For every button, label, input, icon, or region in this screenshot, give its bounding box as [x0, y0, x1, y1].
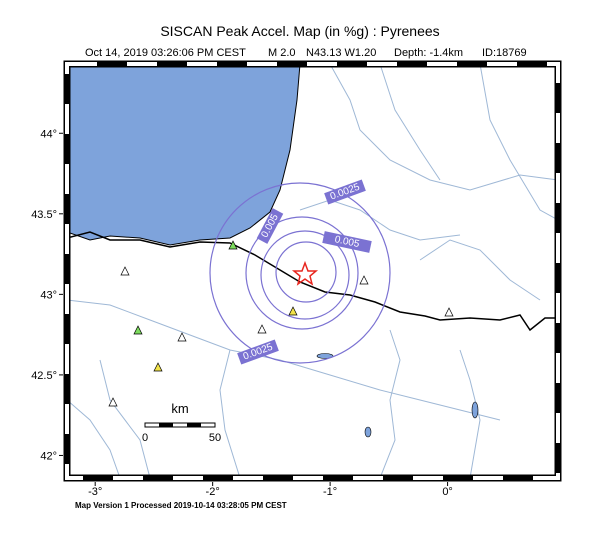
- contour-label-text: 0.005: [334, 234, 361, 250]
- map-area: 0.0025 0.005 0.005 0.0025 km 0 50: [67, 64, 558, 478]
- x-tick-label: -3°: [88, 486, 102, 498]
- event-id: ID:18769: [482, 47, 527, 59]
- contour-label: 0.005: [322, 231, 372, 253]
- lakes: [316, 353, 479, 438]
- rivers: [67, 64, 558, 478]
- footer: Map Version 1 Processed 2019-10-14 03:28…: [75, 501, 287, 510]
- y-tick-label: 44°: [40, 128, 57, 140]
- contours: [209, 182, 391, 364]
- scale-unit: km: [171, 401, 188, 416]
- y-tick-label: 42.5°: [31, 370, 57, 382]
- event-location: N43.13 W1.20: [306, 47, 376, 59]
- scale-label: 50: [209, 432, 221, 444]
- stations: [108, 240, 454, 407]
- title: SISCAN Peak Accel. Map (in %g) : Pyrenee…: [160, 23, 439, 39]
- event-depth: Depth: -1.4km: [394, 47, 463, 59]
- frame-pattern: [65, 62, 560, 480]
- event-magnitude: M 2.0: [268, 47, 296, 59]
- y-tick-label: 43.5°: [31, 209, 57, 221]
- scale-label: 0: [142, 432, 148, 444]
- epicenter: [291, 260, 319, 286]
- x-tick-label: -1°: [323, 486, 337, 498]
- event-time: Oct 14, 2019 03:26:06 PM CEST: [85, 47, 246, 59]
- y-tick-label: 42°: [40, 450, 57, 462]
- sea: [67, 64, 301, 246]
- event-info: Oct 14, 2019 03:26:06 PM CEST M 2.0 N43.…: [85, 47, 527, 59]
- x-tick-label: -2°: [206, 486, 220, 498]
- border: [67, 231, 558, 332]
- scale-bar: km 0 50: [142, 401, 221, 444]
- y-tick-label: 43°: [40, 289, 57, 301]
- x-tick-label: 0°: [442, 486, 453, 498]
